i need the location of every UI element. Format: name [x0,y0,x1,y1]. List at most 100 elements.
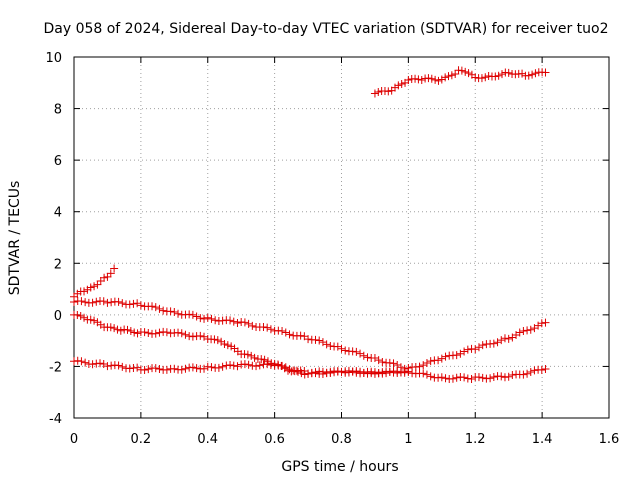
point [170,308,179,317]
point [478,373,487,382]
point [140,365,149,374]
point [424,74,433,83]
point [367,369,376,378]
point [384,87,393,96]
point [397,79,406,88]
point [348,347,357,356]
x-tick-label: 0.6 [264,432,285,447]
point [404,76,413,85]
point [460,347,469,356]
point [214,363,223,372]
point [452,351,461,360]
point [422,370,431,379]
y-tick-label: -2 [49,360,62,375]
point [185,310,194,319]
point [266,360,275,369]
point [116,326,125,335]
point [519,370,528,379]
point [263,360,272,369]
point [227,342,236,351]
point [285,330,294,339]
point [491,72,500,81]
point [452,373,461,382]
point [318,367,327,376]
point [374,356,383,365]
point [80,287,89,296]
point [77,357,86,366]
point [210,335,219,344]
point [448,374,457,383]
series-track-e [370,66,550,98]
point [500,334,509,343]
x-axis-label: GPS time / hours [281,459,398,475]
y-tick-label: 10 [45,51,62,66]
point [441,352,450,361]
x-tick-label: 0.8 [331,432,352,447]
point [526,367,535,376]
point [136,301,145,310]
point [337,344,346,353]
point [333,342,342,351]
point [385,367,394,376]
point [73,311,82,320]
point [528,70,537,79]
point [494,71,503,80]
point [181,330,190,339]
point [370,368,379,377]
point [114,361,123,370]
point [444,72,453,81]
point [504,68,513,77]
point [385,358,394,367]
point [177,329,186,338]
point [537,319,546,328]
point [107,361,116,370]
point [411,74,420,83]
point [278,361,287,370]
point [493,338,502,347]
point [151,329,160,338]
point [226,316,235,325]
point [326,341,335,350]
point [103,272,112,281]
point [434,76,443,85]
point [252,362,261,371]
x-tick-label: 1.4 [532,432,553,447]
point [537,366,546,375]
point [207,363,216,372]
point [427,74,436,83]
point [478,341,487,350]
point [464,69,473,78]
point [311,335,320,344]
point [419,361,428,370]
point [81,358,90,367]
point [489,339,498,348]
point [200,332,209,341]
point [441,374,450,383]
point [103,298,112,307]
point [330,368,339,377]
point [523,326,532,335]
point [296,366,305,375]
point [541,68,550,77]
point [315,336,324,345]
point [374,369,383,378]
point [374,88,383,97]
point [255,361,264,370]
point [125,364,134,373]
point [260,355,269,364]
point [133,363,142,372]
series-track-b [70,296,550,373]
point [304,369,313,378]
point [151,303,160,312]
point [437,354,446,363]
point [500,373,509,382]
point [431,75,440,84]
point [486,374,495,383]
point [106,323,115,332]
point [370,353,379,362]
point [244,360,253,369]
point [113,325,122,334]
point [434,356,443,365]
point [244,319,253,328]
point [240,360,249,369]
